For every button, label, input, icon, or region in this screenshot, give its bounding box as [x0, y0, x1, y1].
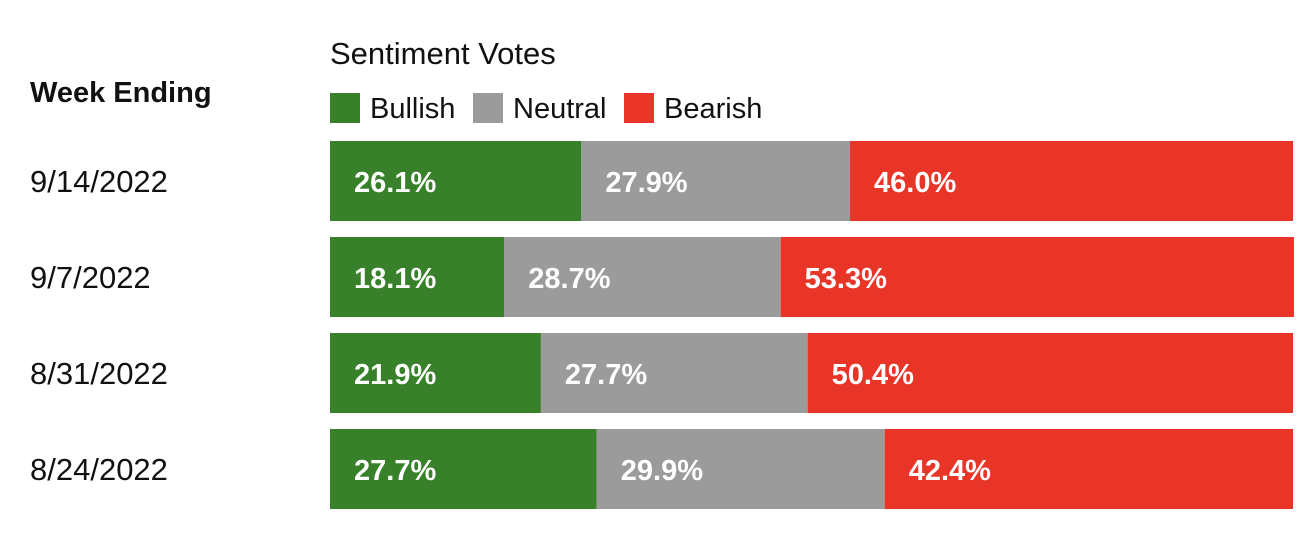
legend-label-bullish: Bullish — [370, 93, 455, 125]
legend-label-neutral: Neutral — [513, 93, 607, 125]
bar-rows: 9/14/2022 26.1% 27.9% 46.0% 9/7/2022 18.1% 28.… — [30, 141, 1294, 509]
bar-row: 8/31/2022 21.9% 27.7% 50.4% — [30, 333, 1293, 413]
chart-title: Sentiment Votes — [330, 36, 556, 71]
value-label-bearish: 50.4% — [832, 359, 914, 391]
row-label: 8/31/2022 — [30, 356, 168, 391]
legend-swatch-neutral — [473, 93, 503, 123]
bar-segment-neutral — [596, 429, 885, 509]
bar-segment-neutral — [540, 333, 808, 413]
bar-segment-bearish — [780, 237, 1294, 317]
bar-segment-bullish — [330, 333, 541, 413]
legend-label-bearish: Bearish — [664, 93, 762, 125]
bar-segment-bullish — [330, 237, 505, 317]
value-label-bullish: 26.1% — [354, 167, 436, 199]
bar-segment-neutral — [504, 237, 781, 317]
value-label-bearish: 53.3% — [805, 263, 887, 295]
value-label-bullish: 21.9% — [354, 359, 436, 391]
bar-segment-neutral — [581, 141, 851, 221]
row-label: 9/7/2022 — [30, 260, 151, 295]
row-label: 8/24/2022 — [30, 452, 168, 487]
value-label-neutral: 29.9% — [621, 455, 703, 487]
bar-row: 8/24/2022 27.7% 29.9% 42.4% — [30, 429, 1293, 509]
bar-segment-bearish — [884, 429, 1293, 509]
bar-segment-bearish — [807, 333, 1293, 413]
bar-segment-bearish — [850, 141, 1293, 221]
bar-row: 9/14/2022 26.1% 27.9% 46.0% — [30, 141, 1293, 221]
legend-swatch-bullish — [330, 93, 360, 123]
value-label-bearish: 42.4% — [909, 455, 991, 487]
category-header: Week Ending — [30, 77, 212, 109]
value-label-bearish: 46.0% — [874, 167, 956, 199]
value-label-neutral: 28.7% — [528, 263, 610, 295]
bar-segment-bullish — [330, 141, 582, 221]
row-label: 9/14/2022 — [30, 164, 168, 199]
legend-swatch-bearish — [624, 93, 654, 123]
bar-segment-bullish — [330, 429, 597, 509]
value-label-bullish: 18.1% — [354, 263, 436, 295]
value-label-neutral: 27.9% — [605, 167, 687, 199]
value-label-neutral: 27.7% — [565, 359, 647, 391]
legend: Bullish Neutral Bearish — [330, 93, 762, 125]
bar-row: 9/7/2022 18.1% 28.7% 53.3% — [30, 237, 1294, 317]
value-label-bullish: 27.7% — [354, 455, 436, 487]
